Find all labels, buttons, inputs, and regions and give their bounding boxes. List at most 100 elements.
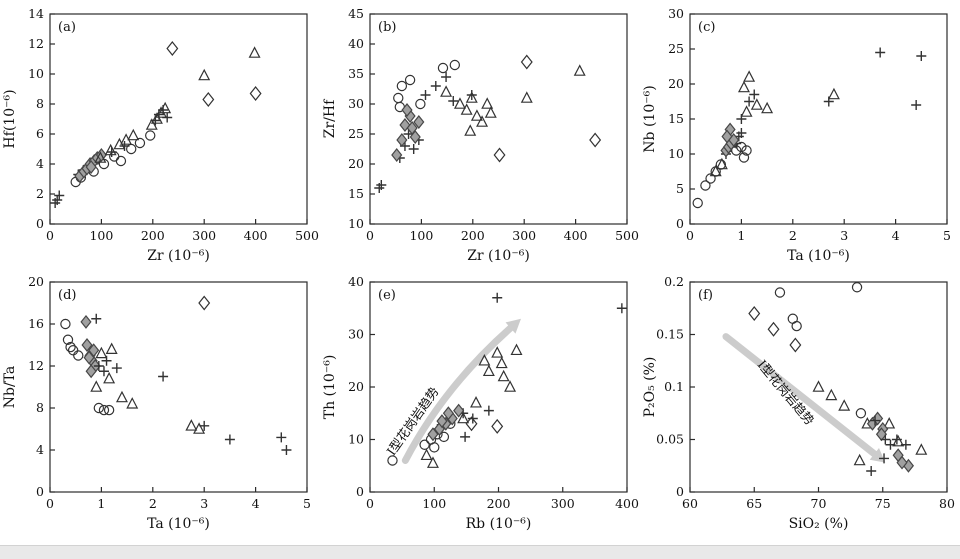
y-tick-label: 30	[348, 327, 364, 342]
data-point-triangle	[453, 97, 466, 109]
bottom-bar	[0, 545, 960, 559]
y-tick-label: 4	[36, 156, 44, 171]
data-point-plus	[744, 96, 755, 107]
data-point-circle	[449, 59, 461, 71]
data-point-plus	[408, 144, 419, 154]
data-point-triangle	[838, 399, 851, 411]
data-point-triangle	[248, 46, 261, 58]
data-point-diamond-filled	[391, 148, 403, 162]
data-point-plus	[52, 195, 63, 205]
x-tick-label: 200	[487, 496, 511, 511]
y-tick-label: 0	[36, 216, 44, 231]
panel-f-plot: I型花岗岩趋势 60 65 70 75 80 0 0.05 0.1 0.15 0.2 SiO₂ (%)…	[642, 274, 955, 532]
data-point-plus	[441, 72, 452, 82]
y-tick-label: 30	[348, 96, 364, 111]
data-point-triangle	[127, 128, 140, 141]
data-point-triangle	[510, 343, 523, 356]
data-point-plus	[492, 292, 503, 303]
x-tick-label: 100	[89, 228, 113, 243]
data-point-plus	[616, 303, 627, 314]
data-point-plus	[483, 405, 494, 416]
panel-letter: (b)	[378, 20, 396, 35]
data-point-circle	[62, 334, 74, 345]
y-tick-label: 14	[28, 6, 44, 21]
data-point-diamond-filled	[83, 350, 95, 365]
x-tick-label: 2	[149, 496, 157, 511]
data-point-diamond-open	[465, 416, 478, 432]
panel-letter: (d)	[58, 288, 76, 303]
data-point-triangle	[750, 98, 763, 110]
data-point-plus	[900, 439, 911, 450]
data-point-triangle	[491, 346, 504, 358]
x-tick-label: 200	[141, 228, 165, 243]
data-point-triangle	[883, 417, 896, 429]
y-tick-label: 20	[348, 156, 364, 171]
panel-a: 0 100 200 300 400 500 0 2 4 6 8 10 12 14 Zr (10⁻⁶) Hf(1…	[0, 2, 320, 270]
x-tick-label: 80	[939, 496, 955, 511]
y-tick-label: 15	[348, 186, 364, 201]
y-tick-label: 6	[36, 126, 44, 141]
axes-box	[49, 281, 308, 493]
x-tick-label: 3	[200, 496, 208, 511]
trend-label: I型花岗岩趋势	[755, 357, 818, 428]
data-point-diamond-filled	[875, 427, 888, 442]
data-point-triangle	[812, 380, 825, 392]
axes-box	[369, 13, 628, 225]
x-tick-label: 0	[366, 496, 374, 511]
data-point-triangle	[476, 115, 489, 127]
y-tick-label: 30	[668, 6, 684, 21]
data-point-triangle	[825, 388, 838, 401]
y-tick-label: 2	[36, 186, 44, 201]
data-point-triangle	[465, 91, 478, 103]
x-tick-label: 400	[244, 228, 268, 243]
data-point-plus	[276, 432, 287, 443]
data-point-triangle	[504, 380, 517, 392]
x-tick-label: 100	[409, 228, 433, 243]
data-point-triangle	[482, 364, 495, 377]
data-point-plus	[54, 190, 65, 201]
data-point-triangle	[573, 64, 586, 76]
data-point-triangle	[457, 411, 470, 424]
x-tick-label: 300	[551, 496, 575, 511]
data-point-triangle	[827, 87, 840, 100]
data-point-diamond-filled	[721, 129, 733, 144]
data-point-diamond-open	[249, 86, 262, 101]
x-tick-label: 4	[892, 228, 900, 243]
x-tick-label: 70	[811, 496, 827, 511]
x-tick-label: 5	[943, 228, 951, 243]
x-tick-label: 2	[789, 228, 797, 243]
data-point-triangle	[185, 419, 198, 431]
data-point-circle	[396, 80, 408, 92]
x-tick-label: 400	[615, 496, 639, 511]
panel-letter: (f)	[698, 288, 713, 303]
data-point-plus	[281, 445, 292, 455]
data-point-circle	[692, 197, 703, 209]
data-point-triangle	[761, 101, 774, 114]
x-tick-label: 60	[682, 496, 698, 511]
x-tick-label: 200	[461, 228, 485, 243]
panel-letter: (c)	[698, 20, 715, 35]
data-point-diamond-filled	[896, 455, 908, 470]
data-point-triangle	[520, 91, 533, 103]
y-tick-label: 0	[356, 484, 364, 499]
data-point-diamond-open	[520, 54, 533, 70]
x-axis-label: Zr (10⁻⁶)	[467, 248, 530, 264]
x-tick-label: 0	[686, 228, 694, 243]
x-axis-label: Ta (10⁻⁶)	[147, 516, 210, 532]
data-point-diamond-filled	[81, 338, 93, 352]
data-point-triangle	[159, 101, 172, 114]
data-point-triangle	[740, 105, 753, 117]
y-tick-label: 12	[28, 36, 44, 51]
x-tick-label: 0	[46, 228, 54, 243]
data-point-circle	[851, 282, 863, 293]
y-axis-label: P₂O₅ (%)	[642, 357, 658, 418]
y-tick-label: 0	[676, 484, 684, 499]
y-tick-label: 0	[676, 216, 684, 231]
y-tick-label: 20	[348, 379, 364, 394]
x-tick-label: 1	[97, 496, 105, 511]
data-point-plus	[870, 415, 881, 426]
data-point-plus	[93, 361, 104, 371]
data-point-diamond-filled	[413, 115, 425, 129]
